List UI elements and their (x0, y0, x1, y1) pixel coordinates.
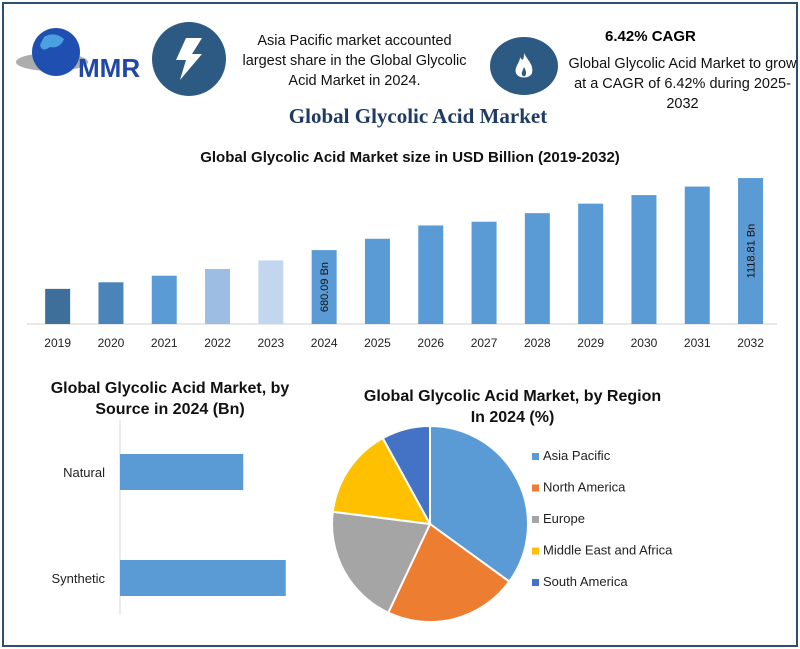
tick-label-2022: 2022 (204, 336, 231, 350)
category-label-natural: Natural (63, 465, 105, 480)
info-cagr: Global Glycolic Acid Market to grow at a… (568, 56, 797, 112)
legend-label: North America (543, 480, 626, 495)
region-chart-title: Global Glycolic Acid Market, by Region I… (363, 388, 662, 426)
bar-2031 (684, 186, 710, 324)
bar-2026 (418, 225, 444, 324)
source-bar-chart: Natural Synthetic (52, 420, 286, 615)
tick-label-2030: 2030 (631, 336, 658, 350)
tick-label-2023: 2023 (257, 336, 284, 350)
slice-asia-pacific (429, 424, 529, 584)
bar-2019 (45, 288, 71, 324)
legend-swatch (532, 516, 539, 523)
bar-2029 (578, 203, 604, 324)
tick-label-2025: 2025 (364, 336, 391, 350)
source-chart-title: Global Glycolic Acid Market, by Source i… (50, 380, 290, 418)
tick-label-2021: 2021 (151, 336, 178, 350)
data-label-2032: 1118.81 Bn (746, 224, 758, 279)
info-asia-pacific: Asia Pacific market accounted largest sh… (242, 33, 467, 89)
flame-icon (490, 37, 558, 95)
page-title: Global Glycolic Acid Market (288, 104, 548, 128)
legend-swatch (532, 453, 539, 460)
tick-label-2029: 2029 (577, 336, 604, 350)
bar-chart-title: Global Glycolic Acid Market size in USD … (200, 149, 620, 166)
legend-swatch (532, 547, 539, 555)
market-size-bar-chart: 2019 2020 2021 2022 2023 2024 680.09 Bn 2025 202… (27, 178, 778, 350)
bar-2028 (524, 213, 550, 324)
bar-2030 (631, 195, 657, 324)
slice-europe (331, 510, 432, 615)
category-label-synthetic: Synthetic (52, 571, 106, 586)
legend-swatch (532, 579, 539, 586)
bar-2021 (151, 275, 177, 324)
tick-label-2031: 2031 (684, 336, 711, 350)
lightning-icon (152, 22, 226, 96)
bar-synthetic (120, 560, 286, 596)
slice-middle-east-and-africa (331, 436, 432, 526)
tick-label-2032: 2032 (737, 336, 764, 350)
tick-label-2028: 2028 (524, 336, 551, 350)
legend-label: Middle East and Africa (543, 543, 673, 558)
bar-2022 (205, 268, 231, 324)
bar-2023 (258, 260, 284, 324)
legend-swatch (532, 484, 539, 492)
tick-label-2019: 2019 (44, 336, 71, 350)
legend-label: South America (543, 574, 628, 589)
bar-2024 (311, 250, 337, 324)
region-pie-chart: Asia Pacific North America Europe Middle Ea… (331, 424, 673, 623)
tick-label-2026: 2026 (417, 336, 444, 350)
legend-label: Asia Pacific (543, 448, 611, 463)
bar-2032 (738, 178, 764, 324)
tick-label-2027: 2027 (471, 336, 498, 350)
tick-label-2020: 2020 (98, 336, 125, 350)
bar-natural (120, 454, 244, 490)
slice-south-america (381, 424, 431, 525)
bar-2020 (98, 282, 124, 324)
cagr-title: 6.42% CAGR (605, 28, 696, 45)
legend-label: Europe (543, 511, 585, 526)
logo: MMR (14, 22, 149, 92)
bar-2025 (364, 238, 390, 324)
data-label-2024: 680.09 Bn (319, 262, 331, 312)
bar-2027 (471, 221, 497, 324)
tick-label-2024: 2024 (311, 336, 338, 350)
svg-text:MMR: MMR (78, 53, 140, 83)
